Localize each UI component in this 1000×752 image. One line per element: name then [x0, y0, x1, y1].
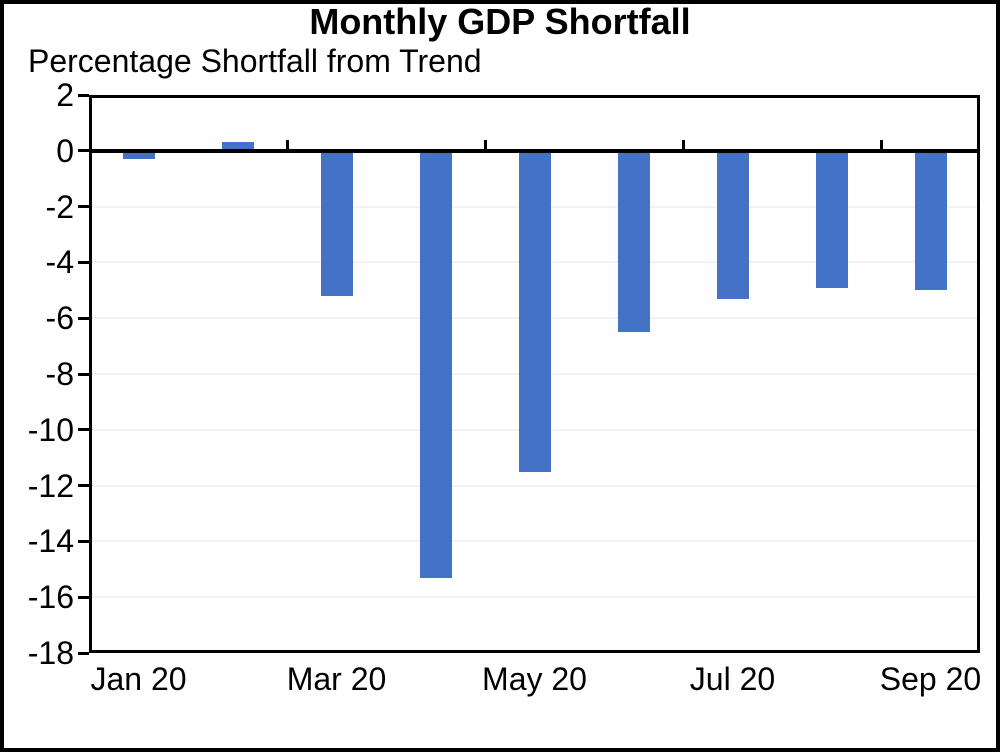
bar-aug-20	[815, 150, 848, 288]
plot-border-top	[89, 95, 980, 98]
x-tick-mark-6	[681, 139, 685, 153]
gridline--14	[89, 540, 980, 543]
y-tick-mark--18	[78, 651, 89, 655]
x-tick-label-may-20: May 20	[482, 661, 587, 697]
y-tick-label--8: -8	[45, 356, 74, 392]
y-tick-label--10: -10	[27, 411, 74, 448]
y-tick-mark--16	[78, 595, 89, 599]
bar-jan-20	[122, 150, 155, 160]
x-tick-label-jan-20: Jan 20	[90, 661, 187, 697]
bar-feb-20	[221, 142, 254, 151]
x-tick-label-mar-20: Mar 20	[286, 661, 387, 697]
x-tick-label-jul-20: Jul 20	[689, 661, 776, 697]
y-tick-mark--2	[78, 205, 89, 209]
x-tick-label-sep-20: Sep 20	[879, 661, 982, 697]
y-tick-mark--12	[78, 484, 89, 488]
x-tick-mark-4	[483, 139, 487, 153]
gridline--12	[89, 484, 980, 487]
y-tick-label--14: -14	[27, 523, 74, 560]
y-tick-label-2: 2	[56, 77, 74, 113]
y-tick-label--4: -4	[45, 244, 74, 281]
bar-apr-20	[419, 150, 452, 578]
plot-border-right	[977, 95, 980, 653]
y-tick-label--16: -16	[27, 579, 74, 616]
bar-jul-20	[716, 150, 749, 299]
y-tick-mark--14	[78, 539, 89, 543]
bar-may-20	[518, 150, 551, 472]
y-tick-mark--4	[78, 260, 89, 264]
bar-mar-20	[320, 150, 353, 296]
y-tick-label--18: -18	[27, 635, 74, 671]
plot-area	[89, 95, 980, 653]
x-axis-zero-line	[89, 148, 980, 153]
y-tick-label--12: -12	[27, 467, 74, 504]
y-tick-mark--8	[78, 372, 89, 376]
y-tick-mark-2	[78, 93, 89, 97]
x-tick-mark-2	[285, 139, 289, 153]
bar-jun-20	[617, 150, 650, 333]
plot-border-left	[89, 95, 92, 653]
y-tick-label--2: -2	[45, 188, 74, 225]
y-tick-label--6: -6	[45, 300, 74, 337]
plot-border-bottom	[89, 650, 980, 653]
y-tick-label-0: 0	[56, 132, 74, 169]
y-tick-mark--6	[78, 316, 89, 320]
x-tick-mark-8	[879, 139, 883, 153]
bar-sep-20	[914, 150, 947, 291]
y-tick-mark-0	[78, 149, 89, 153]
chart-title: Monthly GDP Shortfall	[309, 1, 691, 42]
gridline--16	[89, 596, 980, 599]
y-tick-mark--10	[78, 428, 89, 432]
chart-subtitle: Percentage Shortfall from Trend	[28, 43, 482, 79]
